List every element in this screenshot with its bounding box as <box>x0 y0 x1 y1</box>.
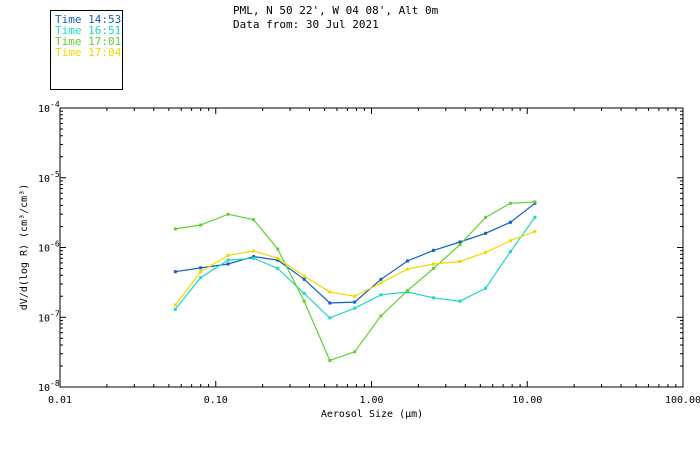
series-1-point <box>252 255 256 259</box>
date-text: Data from: 30 Jul 2021 <box>233 18 379 31</box>
series-3-point <box>276 247 280 251</box>
series-3-point <box>458 243 462 247</box>
series-3-point <box>484 215 488 219</box>
series-4-point <box>302 274 306 278</box>
series-1-point <box>173 270 177 274</box>
y-tick-label: 10-8 <box>38 379 60 394</box>
series-2-point <box>226 258 230 262</box>
series-1-point <box>458 240 462 244</box>
x-tick-label: 0.10 <box>204 395 228 406</box>
series-3-point <box>199 223 203 227</box>
series-4-point <box>199 270 203 274</box>
series-1-point <box>199 266 203 270</box>
series-1-point <box>302 277 306 281</box>
x-tick-label: 0.01 <box>48 395 72 406</box>
series-4-point <box>484 250 488 254</box>
series-2-point <box>379 293 383 297</box>
plot-frame <box>59 107 684 388</box>
series-1-point <box>405 259 409 263</box>
chart-header: PML, N 50 22', W 04 08', Alt 0m Data fro… <box>233 4 438 32</box>
series-line-1 <box>175 202 536 304</box>
series-1-point <box>484 231 488 235</box>
location-text: PML, N 50 22', W 04 08', Alt 0m <box>233 4 439 17</box>
legend: Time 14:53 Time 16:51 Time 17:01 Time 17… <box>50 10 123 90</box>
series-3-point <box>328 358 332 362</box>
legend-entry-3: Time 17:01 <box>55 35 122 48</box>
series-3-point <box>533 200 537 204</box>
series-4-point <box>226 253 230 257</box>
series-1-point <box>226 262 230 266</box>
series-4-point <box>173 303 177 307</box>
x-axis-label: Aerosol Size (µm) <box>321 409 423 420</box>
series-1-point <box>353 300 357 304</box>
series-2-point <box>302 291 306 295</box>
series-1-point <box>276 258 280 262</box>
series-4-point <box>458 259 462 263</box>
series-3-point <box>431 266 435 270</box>
series-2-point <box>533 215 537 219</box>
y-tick-label: 10-4 <box>38 100 60 115</box>
series-3-point <box>405 289 409 293</box>
series-2-point <box>328 316 332 320</box>
series-2-point <box>508 250 512 254</box>
legend-entry-1: Time 14:53 <box>55 13 122 26</box>
series-line-4 <box>174 230 536 306</box>
series-4-point <box>508 239 512 243</box>
series-3-point <box>508 201 512 205</box>
series-3-point <box>173 227 177 231</box>
legend-entry-4: Time 17:04 <box>55 46 122 59</box>
series-3-point <box>252 218 256 222</box>
series-4-point <box>431 262 435 266</box>
series-layer <box>173 200 537 362</box>
y-tick-label: 10-6 <box>38 240 60 255</box>
series-4-point <box>252 249 256 253</box>
y-axis: 10-8 10-7 10-6 10-5 10-4 <box>38 100 683 394</box>
y-tick-label: 10-5 <box>38 170 60 185</box>
series-2-point <box>431 296 435 300</box>
series-4-point <box>328 290 332 294</box>
series-3-point <box>353 350 357 354</box>
series-1-point <box>431 248 435 252</box>
series-4-point <box>405 267 409 271</box>
series-1-point <box>508 220 512 224</box>
series-3-point <box>302 299 306 303</box>
series-2-point <box>458 299 462 303</box>
series-3-point <box>379 314 383 318</box>
series-3-point <box>226 212 230 216</box>
y-tick-label: 10-7 <box>38 309 60 324</box>
x-axis: 0.01 0.10 1.00 10.00 100.00 <box>48 108 700 406</box>
series-1-point <box>328 301 332 305</box>
series-2-point <box>252 256 256 260</box>
series-2-point <box>199 276 203 280</box>
x-tick-label: 1.00 <box>359 395 383 406</box>
series-line-3 <box>175 201 535 362</box>
series-4-point <box>276 256 280 260</box>
series-1-point <box>379 277 383 281</box>
legend-entry-2: Time 16:51 <box>55 24 122 37</box>
series-2-point <box>276 266 280 270</box>
series-2-point <box>173 307 177 311</box>
series-4-point <box>379 281 383 285</box>
y-axis-label: dV/d(log R) (cm³/cm³) <box>19 184 30 310</box>
x-tick-label: 100.00 <box>665 395 700 406</box>
series-2-point <box>484 286 488 290</box>
series-2-point <box>353 306 357 310</box>
series-4-point <box>353 294 357 298</box>
x-tick-label: 10.00 <box>512 395 542 406</box>
series-4-point <box>533 229 537 233</box>
